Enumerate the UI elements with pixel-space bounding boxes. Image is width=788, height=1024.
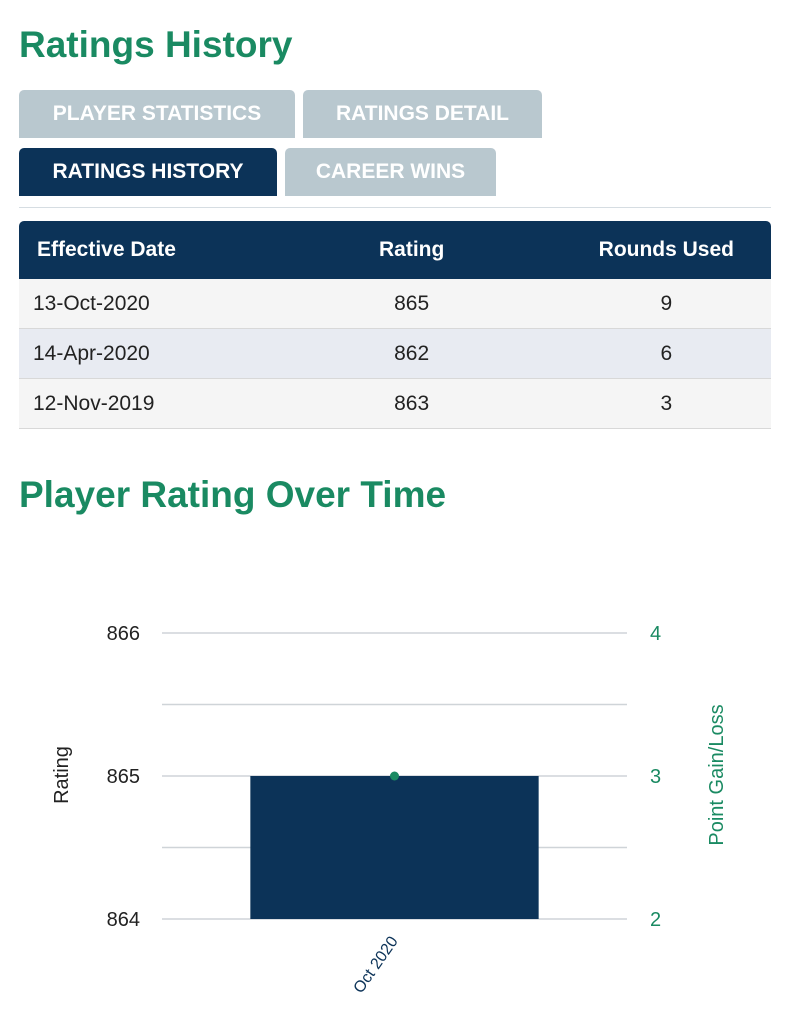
cell-rounds-used: 6 (561, 328, 771, 379)
cell-effective-date: 14-Apr-2020 (19, 328, 262, 379)
bar[interactable] (250, 776, 539, 919)
cell-rating: 862 (261, 328, 562, 379)
y-tick-label: 865 (107, 766, 140, 788)
rating-chart: 864 865 866 2 3 4 Oct 2020 Rating Point Gain/L… (51, 623, 728, 996)
cell-rounds-used: 9 (561, 279, 771, 329)
cell-rating: 865 (261, 279, 562, 329)
cell-effective-date: 12-Nov-2019 (19, 378, 262, 429)
header-rounds-used[interactable]: Rounds Used (598, 238, 734, 261)
y2-tick-label: 4 (650, 623, 661, 645)
page-title: Ratings History (19, 24, 293, 65)
cell-effective-date: 13-Oct-2020 (19, 279, 262, 329)
table-row: 14-Apr-2020 862 6 (19, 328, 771, 379)
tab-career-wins[interactable]: CAREER WINS (285, 148, 496, 196)
ratings-table: Effective Date Rating Rounds Used 13-Oct… (19, 221, 771, 429)
line-point[interactable] (390, 771, 399, 781)
y2-tick-label: 3 (650, 766, 661, 788)
y-tick-label: 866 (107, 623, 140, 645)
chart-points (390, 771, 399, 781)
table-row: 12-Nov-2019 863 3 (19, 378, 771, 429)
y-axis-title: Rating (51, 746, 73, 804)
y2-axis-title: Point Gain/Loss (706, 704, 728, 845)
tab-player-statistics[interactable]: PLAYER STATISTICS (19, 90, 295, 138)
table-row: 13-Oct-2020 865 9 (19, 279, 771, 329)
table-header-row: Effective Date Rating Rounds Used (19, 221, 771, 279)
chart-title: Player Rating Over Time (19, 474, 447, 515)
tab-divider (19, 207, 771, 208)
cell-rating: 863 (261, 378, 562, 429)
x-tick-label: Oct 2020 (351, 933, 402, 996)
tab-ratings-detail[interactable]: RATINGS DETAIL (303, 90, 542, 138)
header-effective-date[interactable]: Effective Date (37, 238, 176, 261)
y-tick-label: 864 (107, 909, 140, 931)
tab-ratings-history[interactable]: RATINGS HISTORY (19, 148, 277, 196)
cell-rounds-used: 3 (561, 378, 771, 429)
header-rating[interactable]: Rating (378, 238, 445, 261)
chart-bars (250, 776, 539, 919)
y2-tick-label: 2 (650, 909, 661, 931)
